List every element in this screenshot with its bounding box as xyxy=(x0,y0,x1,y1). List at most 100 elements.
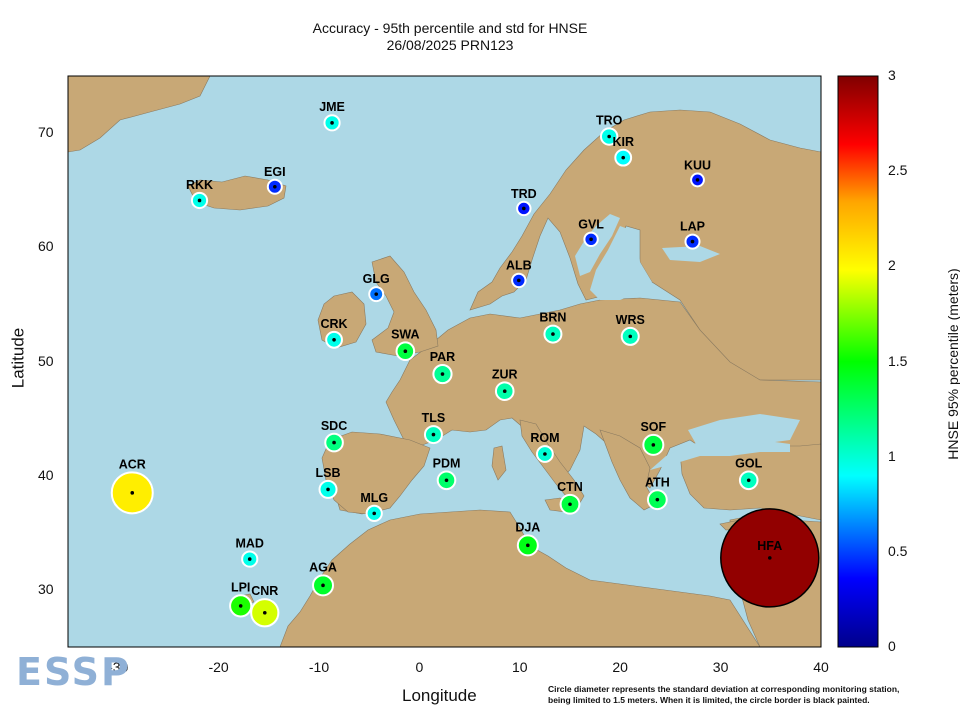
station-center-dot xyxy=(655,497,660,502)
station-center-dot xyxy=(332,440,336,445)
station-alb: ALB xyxy=(506,259,532,289)
station-center-dot xyxy=(695,178,700,182)
station-center-dot xyxy=(262,610,267,615)
station-acr: ACR xyxy=(110,457,154,515)
station-mad: MAD xyxy=(235,536,264,568)
station-label: MAD xyxy=(235,536,263,550)
station-center-dot xyxy=(273,184,277,189)
station-dja: DJA xyxy=(515,520,540,557)
colorbar xyxy=(837,75,879,648)
station-center-dot xyxy=(543,452,547,456)
baltic-sea xyxy=(575,214,790,470)
station-center-dot xyxy=(247,557,252,561)
y-tick-label: 30 xyxy=(38,580,54,597)
y-tick-label: 40 xyxy=(38,466,54,483)
footnote-line2: being limited to 1.5 meters. When it is … xyxy=(548,695,870,705)
station-center-dot xyxy=(197,198,202,203)
station-tro: TRO xyxy=(596,113,623,146)
station-center-dot xyxy=(130,491,135,495)
station-lpi: LPI xyxy=(229,580,253,618)
black-sea xyxy=(688,414,800,446)
station-sdc: SDC xyxy=(321,419,347,453)
station-label: GOL xyxy=(735,456,762,470)
station-center-dot xyxy=(502,389,507,393)
station-center-dot xyxy=(621,155,626,160)
station-jme: JME xyxy=(319,100,345,132)
station-center-dot xyxy=(767,556,772,560)
station-label: MLG xyxy=(360,491,388,505)
station-lsb: LSB xyxy=(316,466,341,499)
station-lap: LAP xyxy=(680,220,705,250)
station-center-dot xyxy=(238,604,243,608)
station-center-dot xyxy=(332,338,336,342)
station-crk: CRK xyxy=(321,317,348,349)
station-center-dot xyxy=(628,334,633,339)
colorbar-tick-label: 0.5 xyxy=(888,542,908,559)
station-center-dot xyxy=(690,239,695,244)
station-center-dot xyxy=(374,292,379,296)
station-center-dot xyxy=(403,349,408,354)
stations-layer: JME TRO KIR EGI RKK KUU TRD GVL LAP ALB GLG CRK BRN W… xyxy=(110,100,820,628)
station-gol: GOL xyxy=(735,456,763,491)
station-label: TRD xyxy=(511,187,537,201)
station-sof: SOF xyxy=(640,420,667,456)
station-label: PAR xyxy=(430,350,455,364)
station-label: DJA xyxy=(515,520,540,534)
station-label: GLG xyxy=(363,272,390,286)
station-label: SDC xyxy=(321,419,347,433)
station-label: RKK xyxy=(186,178,213,192)
station-label: ROM xyxy=(530,431,559,445)
station-label: SWA xyxy=(391,327,419,341)
station-label: GVL xyxy=(578,218,604,232)
station-label: LPI xyxy=(231,580,250,594)
x-tick-label: 10 xyxy=(512,659,528,675)
station-label: ALB xyxy=(506,259,532,273)
station-label: KIR xyxy=(612,135,634,149)
station-center-dot xyxy=(330,121,334,125)
x-tick-label: -30 xyxy=(108,659,129,675)
station-zur: ZUR xyxy=(492,367,518,401)
station-center-dot xyxy=(522,206,526,211)
station-rom: ROM xyxy=(530,431,559,463)
footnote: Circle diameter represents the standard … xyxy=(548,684,948,706)
station-aga: AGA xyxy=(309,560,337,597)
chart-title-line2: 26/08/2025 PRN123 xyxy=(386,37,514,53)
station-tls: TLS xyxy=(422,411,446,445)
station-swa: SWA xyxy=(391,327,420,362)
colorbar-tick-label: 2 xyxy=(888,257,896,274)
station-center-dot xyxy=(326,487,330,492)
y-tick-label: 60 xyxy=(38,238,54,255)
station-label: ACR xyxy=(119,457,146,471)
x-tick-label: 40 xyxy=(813,659,829,675)
station-label: CTN xyxy=(557,480,583,494)
y-tick-label: 50 xyxy=(38,352,54,369)
station-kuu: KUU xyxy=(684,159,711,188)
colorbar-tick-label: 1 xyxy=(888,447,896,464)
x-tick-label: -10 xyxy=(308,659,330,675)
y-tick-label: 70 xyxy=(38,124,54,141)
station-label: CNR xyxy=(251,584,278,598)
station-mlg: MLG xyxy=(360,491,388,522)
station-center-dot xyxy=(444,478,449,483)
map-area xyxy=(68,76,821,647)
station-label: HFA xyxy=(757,539,782,553)
plot-frame xyxy=(67,75,822,648)
colorbar-tick-label: 3 xyxy=(888,67,896,83)
station-label: ZUR xyxy=(492,367,518,381)
station-label: TLS xyxy=(422,411,446,425)
footnote-line1: Circle diameter represents the standard … xyxy=(548,684,900,694)
station-label: LSB xyxy=(316,466,341,480)
station-label: ATH xyxy=(645,475,670,489)
x-tick-label: 30 xyxy=(712,659,729,675)
station-label: AGA xyxy=(309,560,337,574)
station-label: TRO xyxy=(596,113,623,127)
colorbar-tick-label: 1.5 xyxy=(888,352,908,369)
chart-title-line1: Accuracy - 95th percentile and std for H… xyxy=(312,20,588,36)
station-center-dot xyxy=(746,478,751,483)
x-tick-label: 0 xyxy=(415,659,424,675)
station-label: KUU xyxy=(684,159,711,173)
station-glg: GLG xyxy=(363,272,390,303)
station-brn: BRN xyxy=(539,311,566,344)
station-rkk: RKK xyxy=(186,178,213,210)
